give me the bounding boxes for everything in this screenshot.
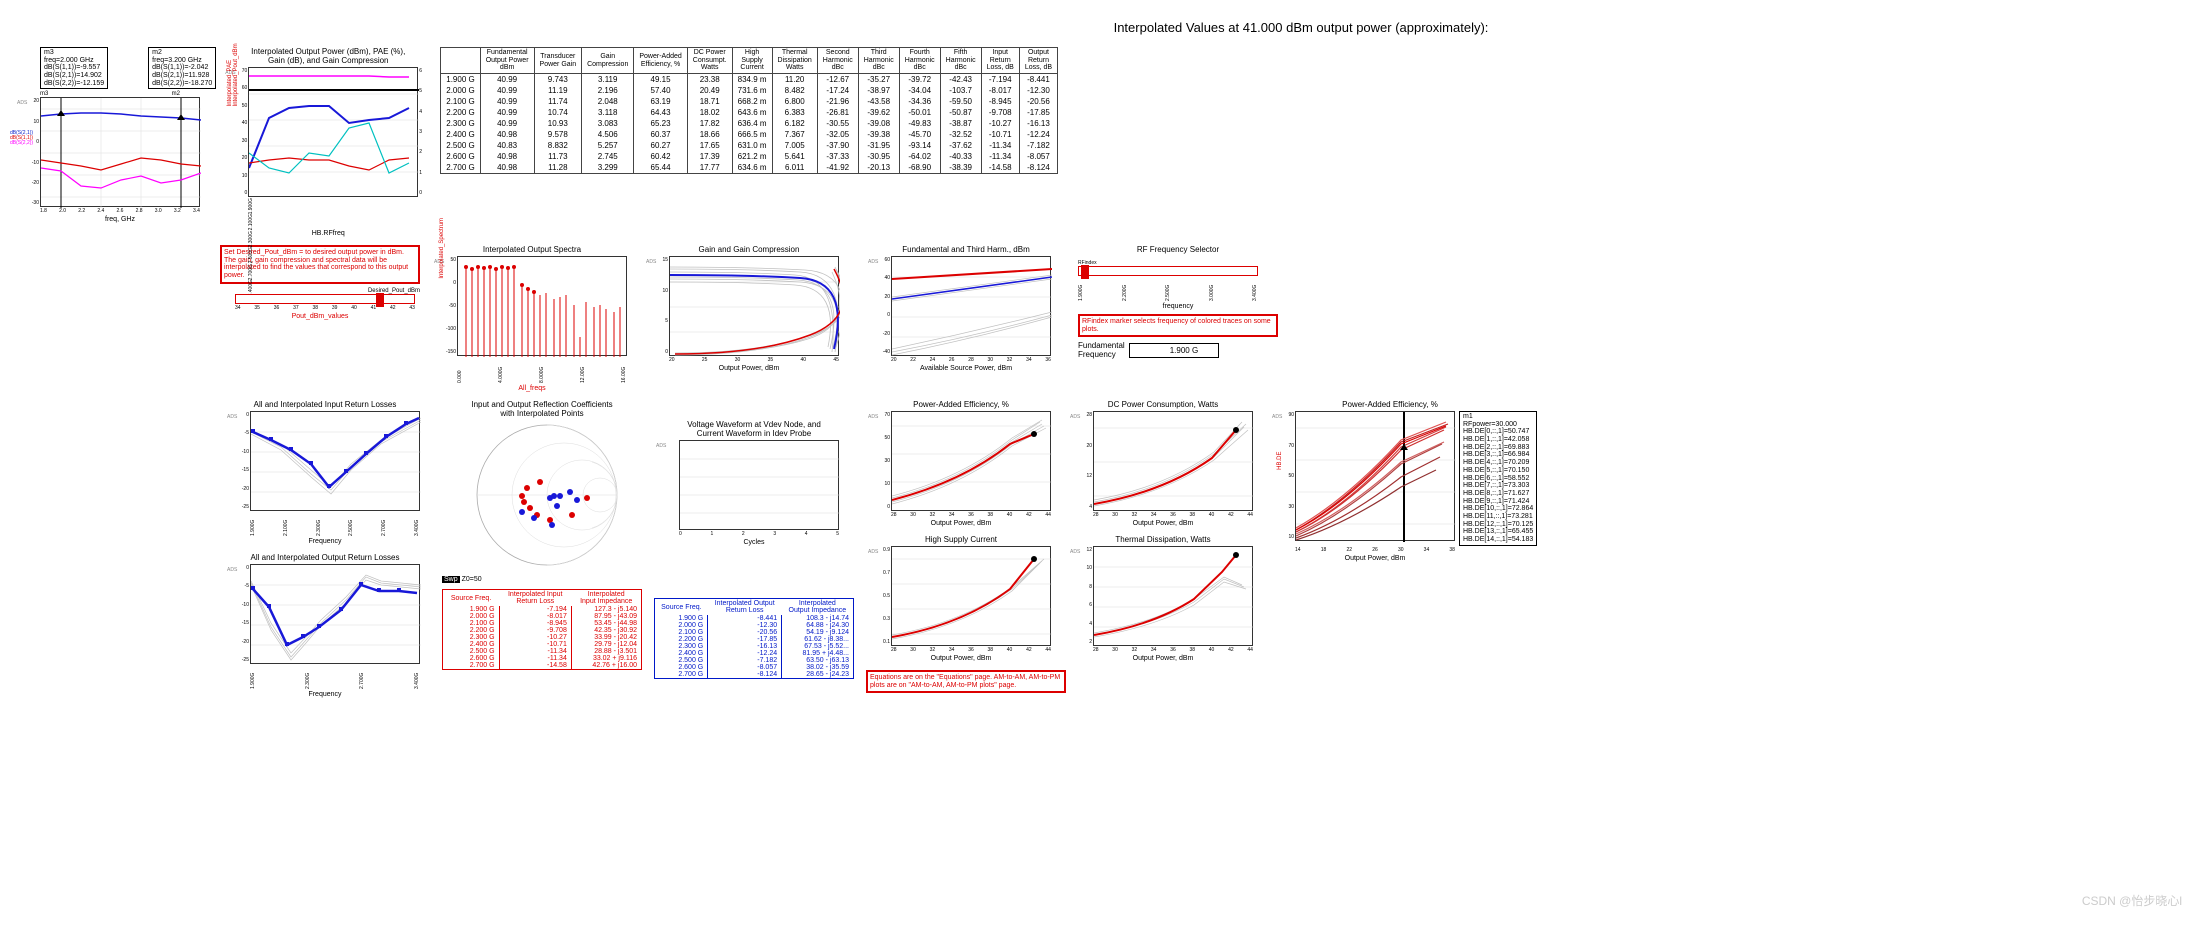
- fund-third-chart: [892, 257, 1052, 357]
- spectra-chart: [458, 257, 628, 357]
- interp-pout-title: Interpolated Output Power (dBm), PAE (%)…: [228, 47, 428, 65]
- sparam-xlabel: freq, GHz: [40, 216, 200, 223]
- marker-m1: m1RFpower=30.000HB.DE[0,::,1]=50.747HB.D…: [1459, 411, 1537, 546]
- interpolated-values-table: FundamentalOutput PowerdBmTransducerPowe…: [440, 47, 1058, 174]
- output-rl-chart: [251, 565, 421, 665]
- rf-freq-slider[interactable]: RFindex 1.900G 2.200G 2.500G 3.000G 3.40…: [1078, 260, 1278, 310]
- smith-chart: [462, 420, 632, 570]
- fund-freq-readout: Fundamental Frequency 1.900 G: [1078, 341, 1278, 359]
- equations-note: Equations are on the "Equations" page. A…: [866, 670, 1066, 693]
- pout-slider[interactable]: Desired_Pout_dBm 34353637383940414243 Po…: [220, 288, 420, 320]
- input-rl-chart: [251, 412, 421, 512]
- sparam-chart: [41, 98, 201, 208]
- thermal-chart: [1094, 547, 1254, 647]
- pae-chart: [892, 412, 1052, 512]
- ads-watermark: ADS: [17, 100, 27, 106]
- interp-pout-chart: [249, 68, 419, 198]
- gain-comp-chart: [670, 257, 840, 357]
- dc-power-chart: [1094, 412, 1254, 512]
- marker-m2: m2freq=3.200 GHzdB(S(1,1))=-2.042dB(S(2,…: [148, 47, 216, 89]
- output-impedance-table: Source Freq.Interpolated OutputReturn Lo…: [654, 598, 854, 679]
- page-title: Interpolated Values at 41.000 dBm output…: [420, 20, 2182, 35]
- hsc-chart: [892, 547, 1052, 647]
- watermark: CSDN @怡步晓心l: [2082, 892, 2182, 909]
- pae-big-chart: [1296, 412, 1456, 542]
- input-impedance-table: Source Freq.Interpolated InputReturn Los…: [442, 589, 642, 670]
- voltage-chart: [680, 441, 840, 531]
- marker-m3: m3freq=2.000 GHzdB(S(1,1))=-9.557dB(S(2,…: [40, 47, 108, 89]
